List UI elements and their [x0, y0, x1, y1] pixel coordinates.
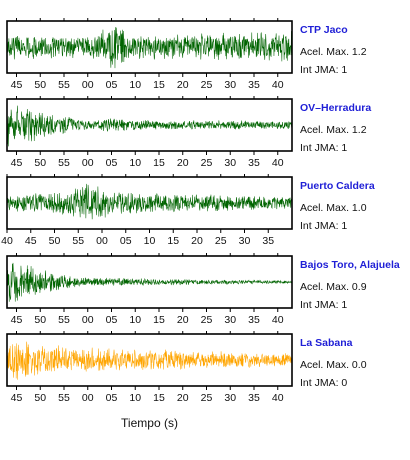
tick-label: 15 [153, 157, 165, 169]
panel-frame [6, 333, 293, 387]
tick-label: 40 [272, 79, 284, 91]
tick-label: 30 [224, 392, 236, 404]
tick-label: 50 [34, 79, 46, 91]
tick-label: 45 [11, 392, 23, 404]
tick-label: 30 [239, 235, 251, 247]
waveform-trace [6, 27, 293, 69]
tick-label: 40 [1, 235, 13, 247]
seismogram-panel: 45 50 55 00 05 10 15 20 25 30 35 40 CTP Jaco Acel. Ma… [6, 18, 367, 91]
tick-label: 10 [129, 314, 141, 326]
tick-label: 20 [191, 235, 203, 247]
tick-label: 50 [34, 392, 46, 404]
max-acceleration-label: Acel. Max. 1.2 [300, 46, 367, 58]
tick-label: 40 [272, 392, 284, 404]
tick-label: 40 [272, 314, 284, 326]
tick-label: 55 [58, 157, 70, 169]
tick-label: 35 [248, 392, 260, 404]
tick-label: 55 [72, 235, 84, 247]
tick-label: 15 [153, 79, 165, 91]
tick-label: 05 [106, 79, 118, 91]
tick-label: 15 [153, 314, 165, 326]
station-name: CTP Jaco [300, 24, 348, 36]
waveform-trace [6, 341, 293, 380]
tick-label: 00 [82, 392, 94, 404]
panel-frame [6, 255, 293, 309]
tick-label: 35 [248, 157, 260, 169]
max-acceleration-label: Acel. Max. 1.2 [300, 124, 367, 136]
jma-intensity-label: Int JMA: 1 [300, 299, 347, 311]
tick-label: 05 [120, 235, 132, 247]
tick-label: 50 [34, 157, 46, 169]
tick-label: 45 [11, 314, 23, 326]
tick-label: 30 [224, 79, 236, 91]
seismogram-panel: 45 50 55 00 05 10 15 20 25 30 35 40 Bajos Toro, Alaj… [6, 253, 400, 326]
jma-intensity-label: Int JMA: 1 [300, 142, 347, 154]
x-axis-title: Tiempo (s) [121, 416, 178, 430]
tick-label: 00 [82, 79, 94, 91]
station-name: La Sabana [300, 337, 353, 349]
max-acceleration-label: Acel. Max. 0.0 [300, 359, 367, 371]
tick-label: 35 [262, 235, 274, 247]
waveform-trace [6, 262, 293, 302]
tick-label: 20 [177, 157, 189, 169]
tick-label: 45 [11, 157, 23, 169]
tick-label: 00 [96, 235, 108, 247]
tick-label: 50 [49, 235, 61, 247]
tick-label: 25 [201, 392, 213, 404]
station-name: Bajos Toro, Alajuela [300, 259, 400, 271]
tick-label: 05 [106, 314, 118, 326]
tick-label: 10 [129, 157, 141, 169]
jma-intensity-label: Int JMA: 1 [300, 220, 347, 232]
tick-label: 10 [129, 79, 141, 91]
max-acceleration-label: Acel. Max. 1.0 [300, 202, 367, 214]
tick-label: 25 [215, 235, 227, 247]
tick-label: 05 [106, 392, 118, 404]
tick-label: 10 [144, 235, 156, 247]
tick-label: 55 [58, 392, 70, 404]
tick-label: 30 [224, 314, 236, 326]
jma-intensity-label: Int JMA: 1 [300, 64, 347, 76]
seismogram-panel: 45 50 55 00 05 10 15 20 25 30 35 40 La Sabana Acel. M… [6, 331, 367, 404]
tick-label: 50 [34, 314, 46, 326]
tick-label: 05 [106, 157, 118, 169]
tick-label: 15 [153, 392, 165, 404]
tick-label: 45 [11, 79, 23, 91]
tick-label: 25 [201, 79, 213, 91]
tick-label: 35 [248, 79, 260, 91]
jma-intensity-label: Int JMA: 0 [300, 377, 347, 389]
seismogram-panel: 40 45 50 55 00 05 10 15 20 25 30 35 Puerto Caldera Ac… [1, 174, 375, 247]
tick-label: 00 [82, 314, 94, 326]
tick-label: 55 [58, 314, 70, 326]
max-acceleration-label: Acel. Max. 0.9 [300, 281, 367, 293]
waveform-trace [6, 183, 293, 220]
station-name: OV–Herradura [300, 102, 371, 114]
tick-label: 20 [177, 314, 189, 326]
tick-label: 25 [201, 314, 213, 326]
waveform-trace [6, 105, 293, 147]
tick-label: 20 [177, 392, 189, 404]
tick-label: 30 [224, 157, 236, 169]
tick-label: 25 [201, 157, 213, 169]
tick-label: 20 [177, 79, 189, 91]
panel-frame [6, 20, 293, 74]
seismogram-panel: 45 50 55 00 05 10 15 20 25 30 35 40 OV–Herradura Acel… [6, 96, 371, 169]
tick-label: 55 [58, 79, 70, 91]
tick-label: 00 [82, 157, 94, 169]
station-name: Puerto Caldera [300, 180, 375, 192]
tick-label: 45 [25, 235, 37, 247]
panel-frame [6, 98, 293, 152]
tick-label: 15 [167, 235, 179, 247]
tick-label: 10 [129, 392, 141, 404]
tick-label: 35 [248, 314, 260, 326]
tick-label: 40 [272, 157, 284, 169]
